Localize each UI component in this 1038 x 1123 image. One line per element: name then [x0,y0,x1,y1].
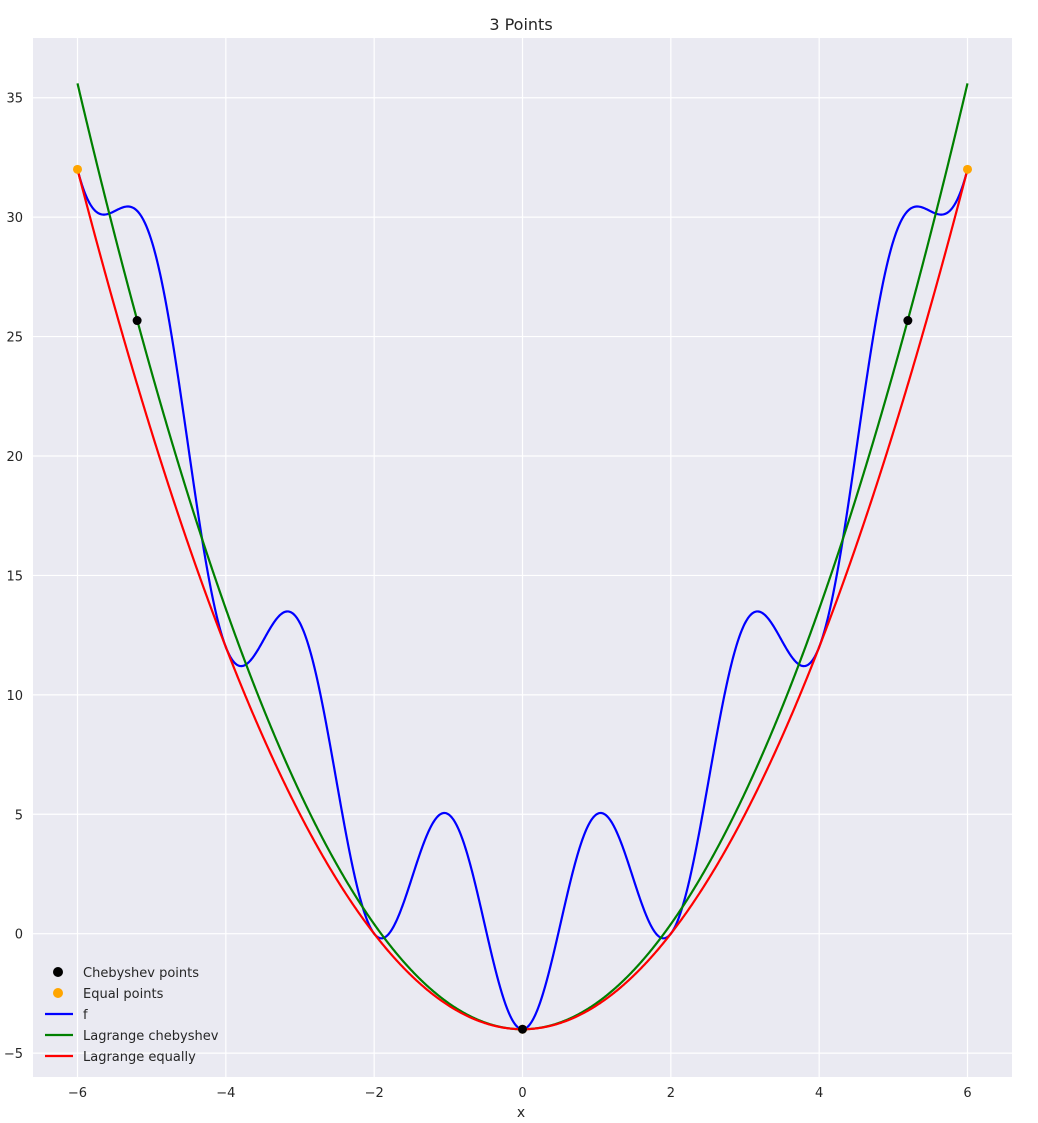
x-tick-label: −2 [365,1086,384,1101]
y-tick-label: 10 [6,689,23,704]
y-axis-ticks: −5 0 5 10 15 20 25 30 35 [4,92,23,1062]
legend-label: Chebyshev points [83,966,199,981]
x-axis-ticks: −6 −4 −2 0 2 4 6 [68,1086,972,1101]
chebyshev-point [132,316,142,326]
legend-marker [53,988,63,998]
y-tick-label: 30 [6,211,23,226]
legend-marker [53,967,63,977]
x-tick-label: −6 [68,1086,87,1101]
legend: Chebyshev points Equal points f Lagrange ch… [45,966,219,1065]
x-tick-label: 0 [518,1086,526,1101]
y-tick-label: −5 [4,1047,23,1062]
legend-label: f [83,1008,88,1023]
chebyshev-point [903,316,913,326]
equal-point [963,164,972,174]
grid [33,38,1012,1077]
y-tick-label: 20 [6,450,23,465]
y-tick-label: 5 [15,808,23,823]
legend-label: Lagrange chebyshev [83,1029,219,1044]
y-tick-label: 35 [6,92,23,107]
legend-label: Lagrange equally [83,1050,196,1065]
x-axis-label: x [517,1105,525,1121]
y-tick-label: 15 [6,569,23,584]
equal-point [73,164,82,174]
y-tick-label: 0 [15,928,23,943]
y-tick-label: 25 [6,331,23,346]
series-points [73,164,972,1034]
legend-label: Equal points [83,987,164,1002]
x-tick-label: 2 [667,1086,675,1101]
chebyshev-point [518,1024,527,1034]
x-tick-label: −4 [216,1086,235,1101]
chart-title: 3 Points [489,15,552,34]
x-tick-label: 4 [815,1086,823,1101]
x-tick-label: 6 [963,1086,971,1101]
